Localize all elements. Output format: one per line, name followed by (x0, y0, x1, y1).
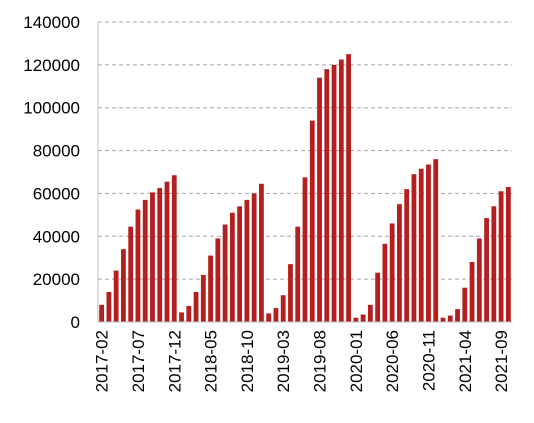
bar (397, 204, 402, 322)
x-tick-label: 2021-04 (456, 330, 475, 392)
x-tick-label: 2019-08 (311, 330, 330, 392)
bar (208, 255, 213, 322)
bar (179, 312, 184, 322)
bar (142, 199, 148, 322)
bar (498, 191, 504, 322)
bar (251, 193, 257, 322)
bar (433, 159, 439, 322)
bar (455, 309, 460, 322)
bar (353, 317, 359, 322)
bar (426, 164, 431, 322)
bar (476, 238, 482, 322)
bar (229, 212, 235, 322)
bar (273, 308, 279, 322)
x-tick-label: 2020-11 (419, 330, 438, 391)
y-tick-label: 0 (71, 313, 80, 332)
y-tick-label: 40000 (33, 227, 80, 246)
x-tick-label: 2017-02 (93, 330, 112, 392)
bar (171, 175, 177, 322)
bar (237, 206, 243, 322)
bar (440, 317, 446, 322)
bar (157, 188, 163, 322)
bar (150, 192, 155, 322)
bar (309, 120, 315, 322)
bar (113, 270, 119, 322)
y-tick-label: 120000 (23, 56, 80, 75)
x-tick-label: 2020-06 (383, 330, 402, 392)
bar (331, 64, 337, 322)
bar (280, 295, 286, 322)
bar (222, 224, 228, 322)
bar (193, 292, 199, 322)
bar (491, 206, 497, 322)
bar (295, 226, 301, 322)
bar (484, 218, 489, 322)
bar (121, 249, 126, 322)
bar (346, 54, 351, 323)
bar (302, 177, 308, 322)
bar (186, 305, 192, 322)
bar (317, 77, 322, 322)
bar (338, 59, 344, 322)
bar (462, 287, 468, 322)
bar (244, 199, 250, 322)
bar (106, 292, 112, 322)
bar (360, 314, 366, 322)
bar (418, 168, 424, 322)
bar (447, 315, 453, 322)
bar (259, 183, 264, 322)
bar (367, 304, 373, 322)
x-tick-label: 2018-10 (238, 330, 257, 392)
bar (135, 209, 141, 322)
bar (411, 174, 417, 322)
x-tick-label: 2019-03 (274, 330, 293, 392)
x-tick-label: 2018-05 (202, 330, 221, 392)
bar (375, 272, 381, 322)
bar (200, 274, 206, 322)
bar (288, 264, 293, 322)
bar (99, 304, 105, 322)
bar (505, 187, 511, 322)
bar (469, 262, 475, 322)
y-tick-label: 60000 (33, 184, 80, 203)
bar (324, 69, 330, 323)
bar (164, 181, 170, 322)
bar (404, 189, 410, 322)
x-tick-label: 2020-01 (347, 330, 366, 392)
bar (215, 238, 221, 322)
y-tick-label: 20000 (33, 270, 80, 289)
bar (128, 226, 134, 322)
y-tick-label: 80000 (33, 142, 80, 161)
x-tick-label: 2021-09 (492, 330, 511, 392)
bar (389, 223, 395, 322)
bar (382, 243, 388, 322)
x-tick-label: 2017-07 (129, 330, 148, 392)
y-tick-label: 100000 (23, 99, 80, 118)
y-tick-label: 140000 (23, 13, 80, 32)
bar (266, 313, 272, 322)
x-tick-label: 2017-12 (165, 330, 184, 392)
